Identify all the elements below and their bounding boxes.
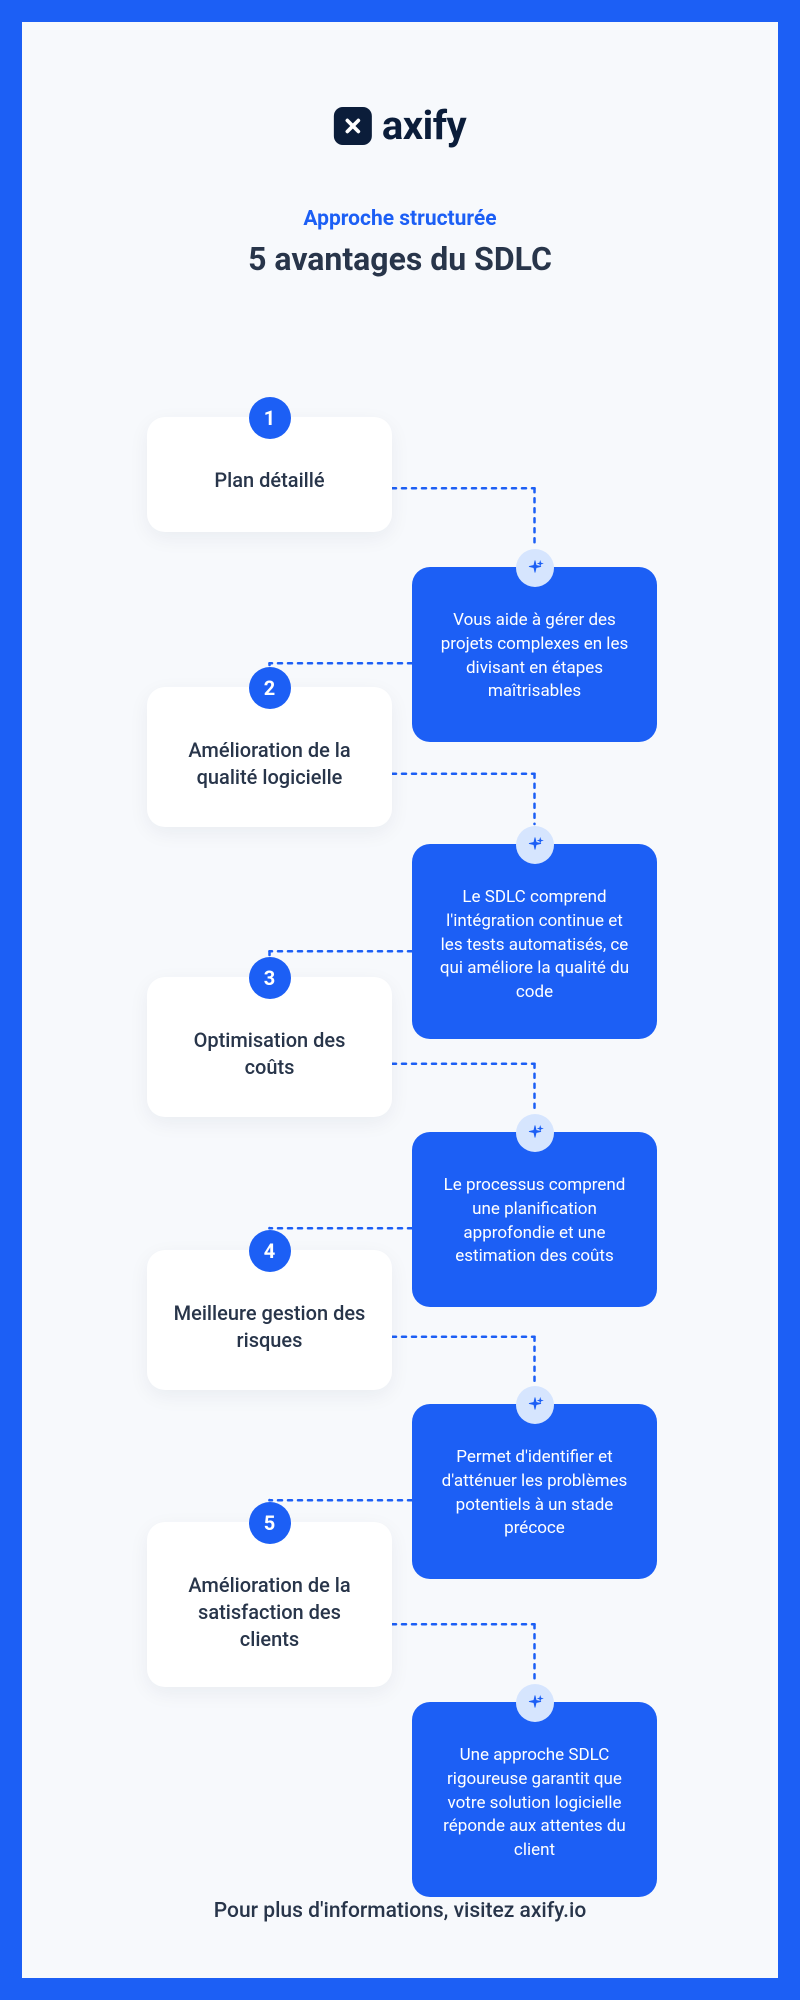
connector-layer — [22, 22, 778, 1978]
detail-card-5: Une approche SDLC rigoureuse garantit qu… — [412, 1702, 657, 1897]
item-number-badge: 1 — [249, 397, 291, 439]
sparkle-icon — [516, 826, 554, 864]
item-label: Meilleure gestion des risques — [167, 1300, 372, 1354]
item-number-badge: 3 — [249, 957, 291, 999]
sparkle-icon — [516, 1114, 554, 1152]
canvas: axify Approche structurée 5 avantages du… — [22, 22, 778, 1978]
detail-card-1: Vous aide à gérer des projets complexes … — [412, 567, 657, 742]
item-label: Amélioration de la qualité logicielle — [167, 737, 372, 791]
header-eyebrow: Approche structurée — [22, 207, 778, 231]
detail-card-2: Le SDLC comprend l'intégration continue … — [412, 844, 657, 1039]
brand-mark-icon — [334, 107, 372, 145]
item-card-3: 3Optimisation des coûts — [147, 977, 392, 1117]
header-title: 5 avantages du SDLC — [22, 240, 778, 278]
item-label: Plan détaillé — [167, 467, 372, 494]
brand-logo: axify — [334, 102, 466, 149]
detail-text: Permet d'identifier et d'atténuer les pr… — [434, 1446, 635, 1541]
item-card-5: 5Amélioration de la satisfaction des cli… — [147, 1522, 392, 1687]
brand-name: axify — [382, 102, 466, 149]
item-card-1: 1Plan détaillé — [147, 417, 392, 532]
item-label: Optimisation des coûts — [167, 1027, 372, 1081]
item-number-badge: 5 — [249, 1502, 291, 1544]
detail-card-4: Permet d'identifier et d'atténuer les pr… — [412, 1404, 657, 1579]
item-number-badge: 2 — [249, 667, 291, 709]
item-card-2: 2Amélioration de la qualité logicielle — [147, 687, 392, 827]
detail-text: Vous aide à gérer des projets complexes … — [434, 609, 635, 704]
item-label: Amélioration de la satisfaction des clie… — [167, 1572, 372, 1653]
detail-text: Une approche SDLC rigoureuse garantit qu… — [434, 1744, 635, 1863]
sparkle-icon — [516, 1684, 554, 1722]
detail-text: Le SDLC comprend l'intégration continue … — [434, 886, 635, 1005]
sparkle-icon — [516, 1386, 554, 1424]
detail-text: Le processus comprend une planification … — [434, 1174, 635, 1269]
detail-card-3: Le processus comprend une planification … — [412, 1132, 657, 1307]
footer-text: Pour plus d'informations, visitez axify.… — [22, 1899, 778, 1923]
outer-frame: axify Approche structurée 5 avantages du… — [0, 0, 800, 2000]
sparkle-icon — [516, 549, 554, 587]
item-card-4: 4Meilleure gestion des risques — [147, 1250, 392, 1390]
item-number-badge: 4 — [249, 1230, 291, 1272]
